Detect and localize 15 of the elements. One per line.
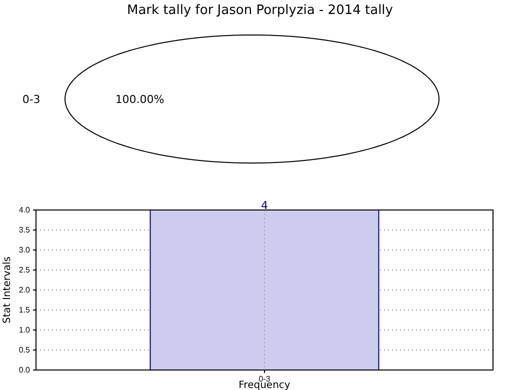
data-label: 100.00%	[115, 93, 164, 106]
y-tick-label: 0.5	[18, 346, 31, 355]
y-tick-label: 0.0	[18, 366, 31, 375]
chart-title: Mark tally for Jason Porplyzia - 2014 tally	[127, 3, 394, 18]
data-label: 4	[261, 199, 268, 212]
y-tick-label: 4.0	[18, 206, 31, 215]
y-tick-label: 3.0	[18, 246, 31, 255]
y-axis-title: Stat Intervals	[2, 256, 13, 324]
slice-label: 0-3	[22, 93, 40, 106]
x-axis-title: Frequency	[238, 380, 290, 390]
y-tick-label: 2.5	[18, 266, 31, 275]
y-tick-label: 3.5	[18, 226, 31, 235]
y-tick-label: 2.0	[18, 286, 31, 295]
y-tick-label: 1.0	[18, 326, 31, 335]
y-tick-label: 1.5	[18, 306, 31, 315]
